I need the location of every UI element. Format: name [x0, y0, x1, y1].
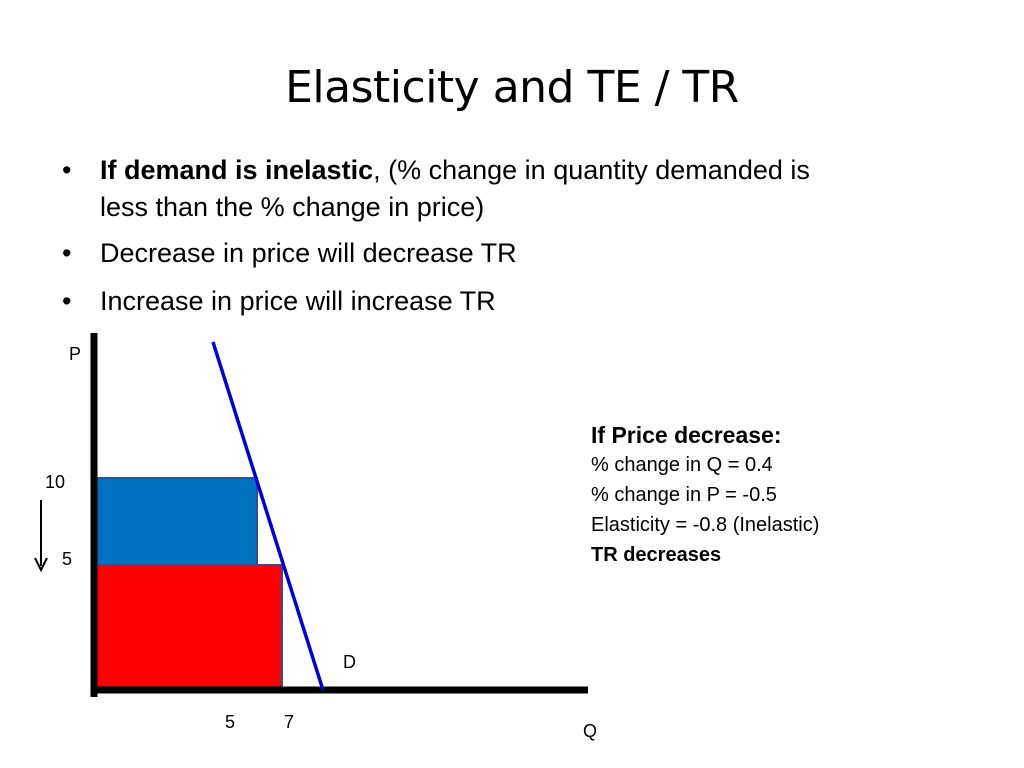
- bullet-marker: •: [62, 155, 72, 185]
- quantity-tick-label: 5: [225, 712, 235, 732]
- info-line: % change in P = -0.5: [591, 484, 777, 506]
- info-line: % change in Q = 0.4: [591, 454, 773, 476]
- quantity-tick-label: 7: [284, 712, 294, 732]
- bullet-item: • Decrease in price will decrease TR: [62, 235, 822, 272]
- info-heading: If Price decrease:: [591, 422, 782, 448]
- x-axis-label: Q: [583, 721, 597, 741]
- bullet-list: • If demand is inelastic, (% change in qu…: [62, 152, 822, 331]
- bullet-marker: •: [62, 286, 72, 316]
- slide-title: Elasticity and TE / TR: [285, 62, 739, 113]
- bullet-text: Increase in price will increase TR: [100, 286, 496, 316]
- elasticity-info-box: If Price decrease: % change in Q = 0.4 %…: [591, 420, 1011, 570]
- price-tick-label: 5: [62, 549, 72, 569]
- demand-label: D: [343, 652, 356, 672]
- bullet-item: • Increase in price will increase TR: [62, 283, 822, 320]
- price-tick-label: 10: [45, 472, 65, 492]
- info-conclusion: TR decreases: [591, 544, 722, 566]
- bullet-text: , (% change in quantity demanded is less…: [100, 155, 810, 222]
- bullet-marker: •: [62, 238, 72, 268]
- info-line: Elasticity = -0.8 (Inelastic): [591, 514, 820, 536]
- price-decrease-arrow-head: [34, 557, 48, 573]
- new-revenue-area: [93, 564, 283, 691]
- bullet-bold-text: If demand is inelastic: [100, 155, 374, 185]
- bullet-text: Decrease in price will decrease TR: [100, 238, 517, 268]
- bullet-item: • If demand is inelastic, (% change in qu…: [62, 152, 822, 226]
- demand-curve: [211, 341, 325, 691]
- y-axis-label: P: [69, 344, 81, 364]
